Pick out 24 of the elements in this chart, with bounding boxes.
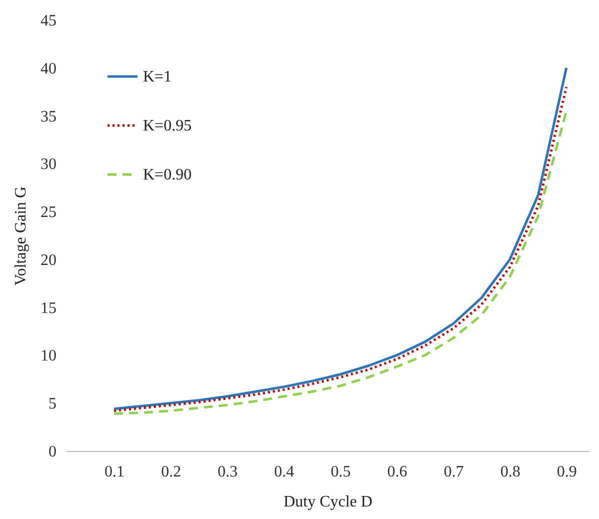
y-tick-label: 20 bbox=[40, 252, 56, 269]
x-tick-label: 0.1 bbox=[104, 464, 125, 480]
y-tick-label: 35 bbox=[40, 108, 56, 126]
x-tick-label: 0.3 bbox=[218, 464, 238, 480]
y-axis-title: Voltage Gain G bbox=[12, 186, 30, 286]
x-tick-label: 0.4 bbox=[274, 464, 294, 480]
x-tick-label: 0.5 bbox=[330, 464, 351, 480]
y-tick-label: 45 bbox=[40, 12, 56, 30]
legend-label: K=0.90 bbox=[143, 166, 192, 184]
y-tick-label: 5 bbox=[48, 396, 56, 413]
y-tick-label: 30 bbox=[40, 156, 56, 174]
x-tick-label: 0.6 bbox=[387, 464, 408, 480]
y-tick-label: 15 bbox=[40, 300, 56, 317]
y-tick-label: 25 bbox=[40, 204, 56, 222]
legend-label: K=0.95 bbox=[143, 118, 192, 134]
y-tick-label: 10 bbox=[40, 348, 56, 365]
x-axis-title: Duty Cycle D bbox=[284, 494, 372, 510]
x-tick-label: 0.9 bbox=[556, 464, 577, 480]
legend-label: K=1 bbox=[143, 68, 172, 86]
y-tick-label: 40 bbox=[40, 60, 56, 78]
x-tick-label: 0.8 bbox=[500, 464, 520, 480]
x-tick-label: 0.7 bbox=[444, 464, 464, 480]
y-tick-label: 0 bbox=[48, 444, 56, 460]
x-tick-label: 0.2 bbox=[161, 464, 182, 480]
